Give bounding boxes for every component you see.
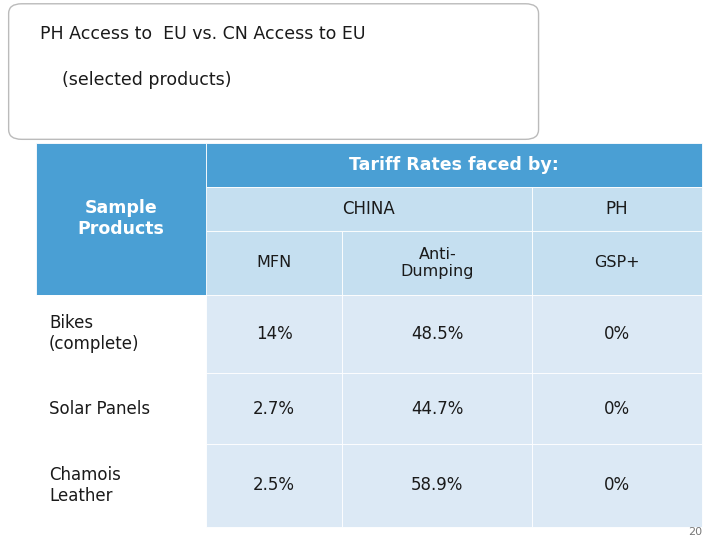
FancyBboxPatch shape	[9, 4, 539, 139]
Bar	[206, 373, 343, 444]
Bar	[206, 143, 702, 187]
Text: Tariff Rates faced by:: Tariff Rates faced by:	[349, 156, 559, 174]
Bar	[532, 231, 702, 294]
Text: 2.7%: 2.7%	[253, 400, 295, 417]
Bar	[343, 294, 532, 373]
Bar	[343, 231, 532, 294]
Text: 20: 20	[688, 527, 702, 537]
Bar	[206, 231, 343, 294]
Bar	[206, 444, 343, 526]
Bar	[532, 373, 702, 444]
Text: PH: PH	[606, 200, 629, 218]
Text: Chamois
Leather: Chamois Leather	[49, 466, 121, 505]
Text: 58.9%: 58.9%	[411, 476, 464, 494]
Text: (selected products): (selected products)	[40, 71, 231, 89]
Text: CHINA: CHINA	[343, 200, 395, 218]
Text: MFN: MFN	[256, 255, 292, 271]
Bar	[532, 444, 702, 526]
Text: 2.5%: 2.5%	[253, 476, 295, 494]
Text: Anti-
Dumping: Anti- Dumping	[400, 247, 474, 279]
Text: GSP+: GSP+	[594, 255, 640, 271]
Bar	[36, 143, 206, 294]
Text: 14%: 14%	[256, 325, 292, 343]
Bar	[36, 373, 206, 444]
Bar	[206, 187, 532, 231]
Text: Solar Panels: Solar Panels	[49, 400, 150, 417]
Text: 44.7%: 44.7%	[411, 400, 464, 417]
Bar	[36, 294, 206, 373]
Bar	[532, 294, 702, 373]
Bar	[343, 373, 532, 444]
Text: Bikes
(complete): Bikes (complete)	[49, 314, 140, 353]
Bar	[532, 187, 702, 231]
Bar	[343, 444, 532, 526]
Text: 0%: 0%	[604, 325, 630, 343]
Text: Sample
Products: Sample Products	[78, 199, 164, 238]
Text: PH Access to  EU vs. CN Access to EU: PH Access to EU vs. CN Access to EU	[40, 25, 365, 43]
Text: 48.5%: 48.5%	[411, 325, 464, 343]
Bar	[36, 444, 206, 526]
Text: 0%: 0%	[604, 476, 630, 494]
Bar	[206, 294, 343, 373]
Text: 0%: 0%	[604, 400, 630, 417]
